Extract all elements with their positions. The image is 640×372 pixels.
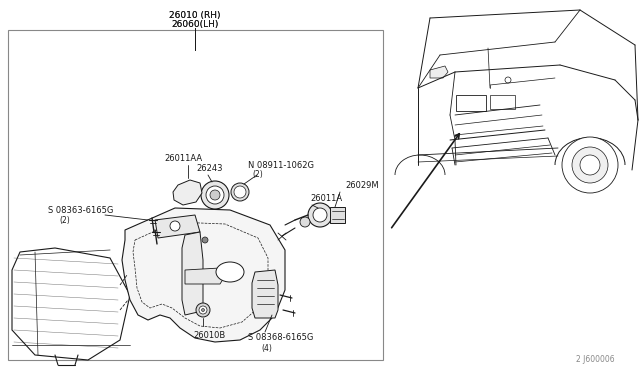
Text: 26060(LH): 26060(LH) (172, 19, 219, 29)
Text: 2 J600006: 2 J600006 (576, 356, 614, 365)
Circle shape (206, 186, 224, 204)
Circle shape (202, 237, 208, 243)
Circle shape (308, 203, 332, 227)
Circle shape (313, 208, 327, 222)
Circle shape (199, 306, 207, 314)
Circle shape (572, 147, 608, 183)
Text: 26060(LH): 26060(LH) (172, 19, 219, 29)
Circle shape (210, 190, 220, 200)
Polygon shape (185, 268, 225, 284)
Circle shape (196, 303, 210, 317)
Polygon shape (430, 66, 448, 78)
Text: 26010B: 26010B (194, 330, 226, 340)
Text: 26011AA: 26011AA (164, 154, 202, 163)
Text: 26243: 26243 (196, 164, 223, 173)
Text: 26010 (RH): 26010 (RH) (169, 10, 221, 19)
Bar (490, 95, 515, 109)
Circle shape (562, 137, 618, 193)
Circle shape (505, 77, 511, 83)
Circle shape (201, 181, 229, 209)
Text: S 08363-6165G: S 08363-6165G (48, 205, 113, 215)
Polygon shape (155, 215, 200, 238)
Ellipse shape (216, 262, 244, 282)
Circle shape (300, 217, 310, 227)
Text: (4): (4) (262, 343, 273, 353)
Polygon shape (252, 270, 278, 318)
Circle shape (580, 155, 600, 175)
Bar (8, 30, 383, 360)
Polygon shape (182, 232, 203, 315)
Bar (456, 95, 486, 111)
Bar (330, 207, 345, 223)
Text: (2): (2) (60, 215, 70, 224)
Text: N 08911-1062G: N 08911-1062G (248, 160, 314, 170)
Text: 26010 (RH): 26010 (RH) (169, 10, 221, 19)
Circle shape (202, 308, 205, 311)
Circle shape (234, 186, 246, 198)
Polygon shape (173, 180, 202, 205)
Text: 26029M: 26029M (345, 180, 379, 189)
Circle shape (170, 221, 180, 231)
Polygon shape (12, 248, 130, 360)
Polygon shape (122, 208, 285, 342)
Text: (2): (2) (253, 170, 264, 179)
Circle shape (231, 183, 249, 201)
Text: 26011A: 26011A (310, 193, 342, 202)
Text: S 08368-6165G: S 08368-6165G (248, 334, 314, 343)
